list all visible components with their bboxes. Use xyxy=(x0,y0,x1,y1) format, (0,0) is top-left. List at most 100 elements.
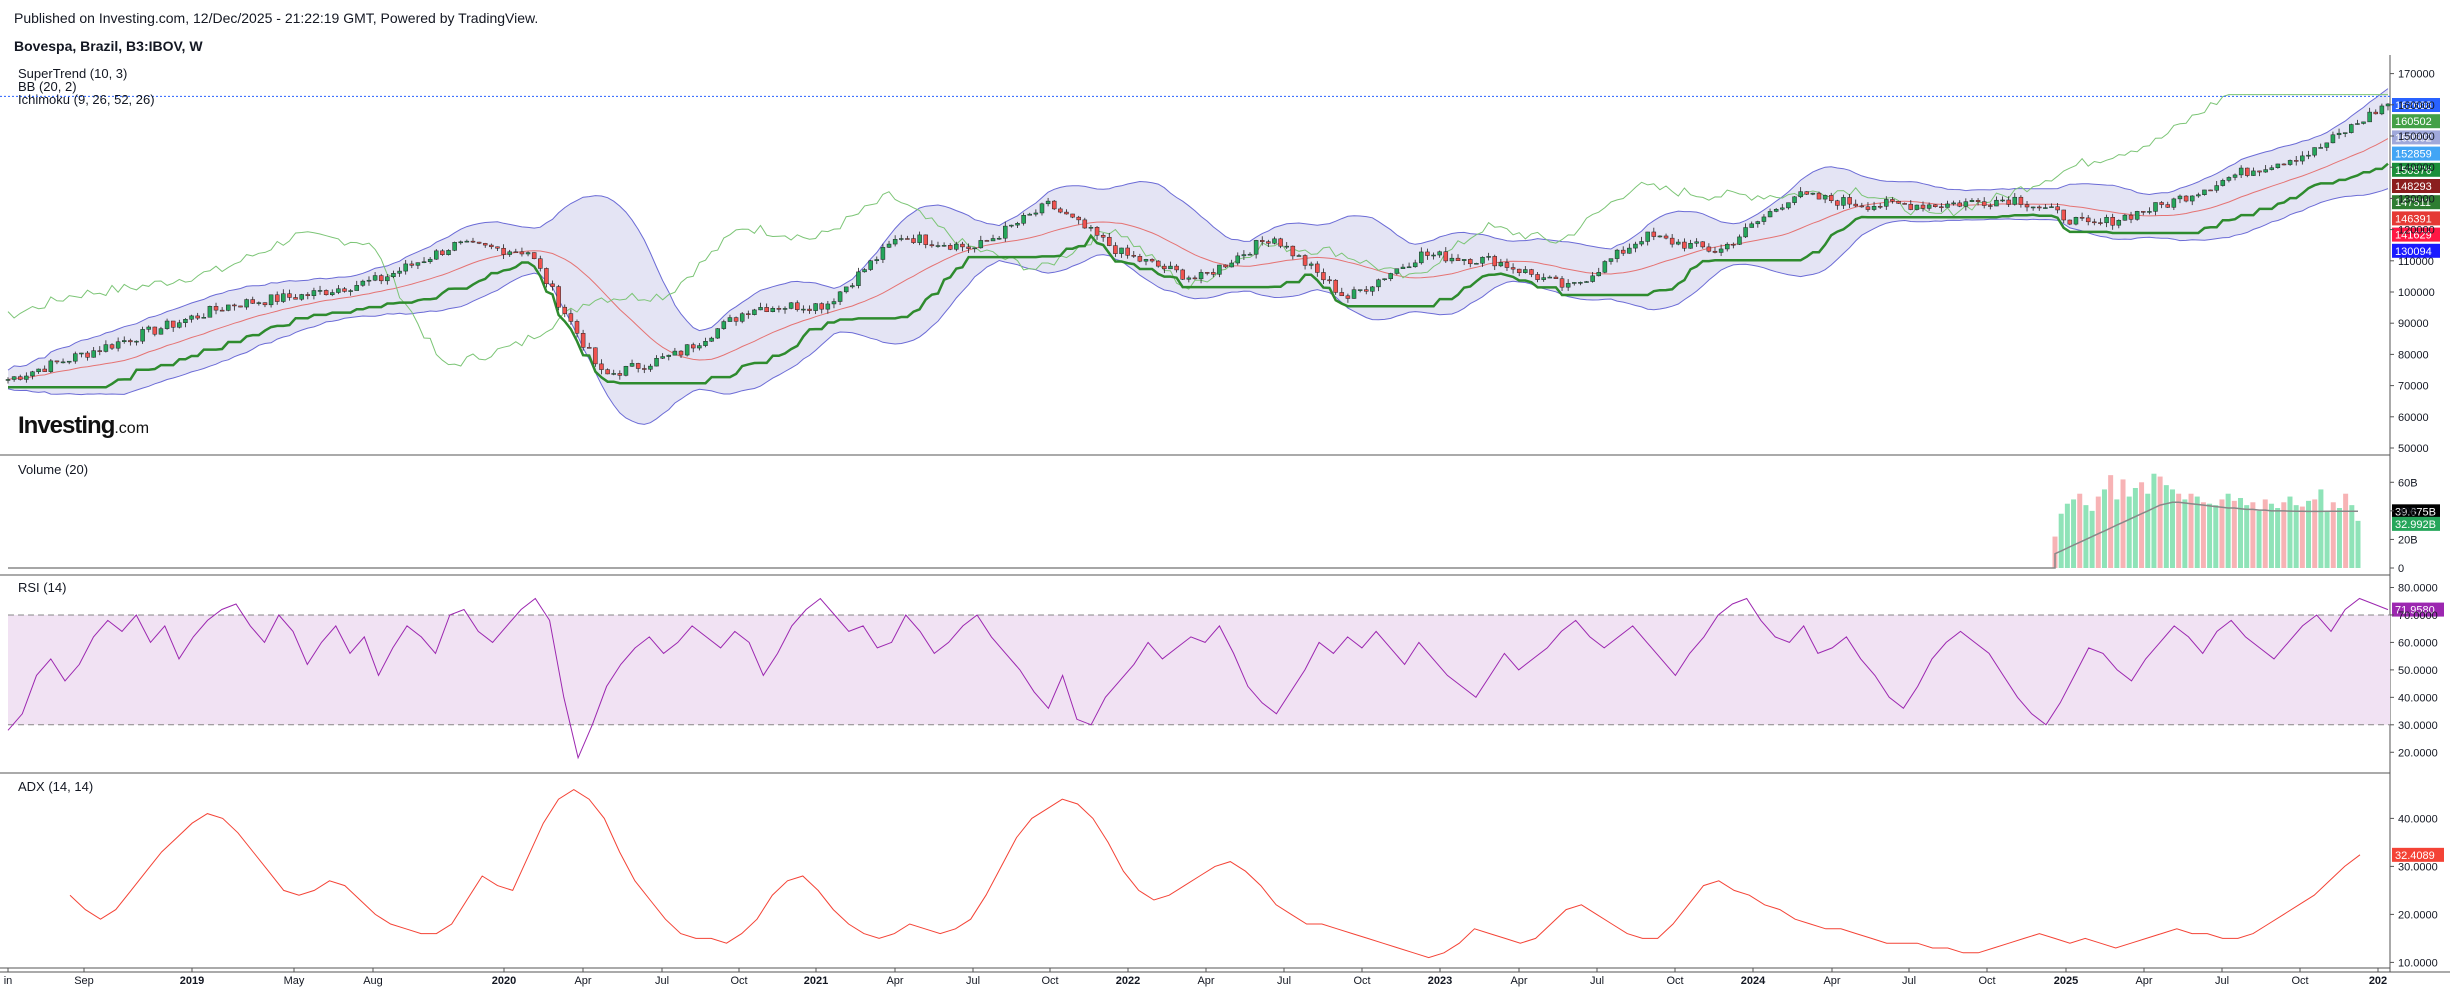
candle-body xyxy=(409,263,415,266)
candle-body xyxy=(990,238,996,242)
candle-body xyxy=(1382,278,1387,281)
candle-body xyxy=(97,350,103,352)
candle-body xyxy=(1119,247,1124,254)
volume-bar xyxy=(2287,496,2293,568)
ytick-label: 80.0000 xyxy=(2398,582,2438,594)
candle-body xyxy=(2300,155,2305,162)
candle-body xyxy=(580,333,586,348)
volume-bar xyxy=(2157,476,2163,568)
candle-body xyxy=(287,293,292,298)
candle-body xyxy=(874,259,880,262)
candle-body xyxy=(623,366,629,376)
candle-body xyxy=(207,306,213,318)
candle-body xyxy=(1516,268,1522,273)
candle-body xyxy=(1015,223,1020,226)
bb-up-band xyxy=(7,88,2389,371)
candle-body xyxy=(892,239,898,245)
candle-body xyxy=(476,241,482,244)
candle-body xyxy=(819,303,824,310)
candle-body xyxy=(91,350,96,358)
candle-body xyxy=(660,356,665,359)
candle-body xyxy=(801,308,806,311)
candle-body xyxy=(1131,255,1137,257)
candle-body xyxy=(1994,199,1999,207)
price-badge-label: 148293 xyxy=(2395,181,2432,193)
candle-body xyxy=(703,341,708,346)
candle-body xyxy=(2324,142,2330,148)
volume-bar xyxy=(2083,505,2089,568)
price-badge-label: 150576 xyxy=(2395,165,2432,177)
candle-body xyxy=(17,376,23,380)
volume-bar xyxy=(2200,502,2206,568)
candle-body xyxy=(1486,256,1491,258)
volume-bar xyxy=(2281,502,2287,568)
candle-body xyxy=(556,286,561,308)
candle-body xyxy=(2147,211,2152,213)
supertrend-label: SuperTrend (10, 3) xyxy=(18,66,127,81)
candle-body xyxy=(1437,251,1442,256)
candle-body xyxy=(538,258,543,269)
candle-body xyxy=(1174,265,1179,271)
candle-body xyxy=(1957,202,1962,207)
candle-body xyxy=(1419,251,1424,264)
candle-body xyxy=(941,245,947,247)
candle-body xyxy=(1425,251,1430,256)
candle-body xyxy=(421,261,427,263)
candle-body xyxy=(697,345,702,349)
ytick-label: 70000 xyxy=(2398,381,2429,393)
candle-body xyxy=(513,251,519,254)
candle-body xyxy=(1822,195,1828,200)
candle-body xyxy=(1351,289,1357,299)
candle-body xyxy=(1773,208,1779,212)
candle-body xyxy=(1070,213,1075,218)
candle-body xyxy=(2165,204,2170,208)
volume-bar xyxy=(2194,496,2200,568)
volume-bar xyxy=(2318,489,2324,568)
candle-body xyxy=(158,328,164,335)
candle-body xyxy=(1853,203,1858,207)
candle-body xyxy=(1676,241,1681,245)
candle-body xyxy=(1877,206,1883,208)
candle-body xyxy=(2043,207,2048,209)
candle-body xyxy=(1578,282,1583,284)
candle-body xyxy=(1113,245,1118,254)
candle-body xyxy=(1100,234,1106,238)
candle-body xyxy=(837,291,843,302)
candle-body xyxy=(1039,203,1045,214)
candle-body xyxy=(281,293,286,302)
price-badge-bg xyxy=(2392,130,2440,145)
candle-body xyxy=(758,307,763,311)
investing-logo: Investing.com xyxy=(18,412,150,439)
candle-body xyxy=(507,251,512,255)
ytick-label: 170000 xyxy=(2398,69,2435,81)
candle-body xyxy=(905,238,910,240)
candle-body xyxy=(1663,235,1669,239)
candle-body xyxy=(1357,289,1363,291)
price-badge-label: 160502 xyxy=(2395,116,2432,128)
bb-lo-band xyxy=(7,188,2389,425)
candle-body xyxy=(2373,111,2379,115)
volume-bar xyxy=(2349,505,2355,568)
candle-body xyxy=(495,246,500,249)
price-badge-label: 162688 xyxy=(2395,100,2432,112)
candle-body xyxy=(1608,258,1614,262)
volume-bar xyxy=(2225,493,2231,568)
candle-body xyxy=(1981,201,1987,206)
candle-body xyxy=(2263,169,2268,173)
price-badge-label: 147511 xyxy=(2395,197,2431,209)
ytick-label: 150000 xyxy=(2398,131,2435,143)
candle-body xyxy=(403,263,408,272)
candle-body xyxy=(1051,200,1057,210)
rsi-badge-bg xyxy=(2392,602,2444,617)
volume-bar xyxy=(2262,499,2268,568)
candle-body xyxy=(1914,204,1920,210)
candle-body xyxy=(531,252,537,259)
candle-body xyxy=(2085,217,2091,223)
volume-bar xyxy=(2120,479,2126,568)
candle-body xyxy=(1792,196,1797,203)
price-badge-label: 130094 xyxy=(2395,246,2432,258)
candle-body xyxy=(923,234,928,245)
candle-body xyxy=(519,251,525,255)
